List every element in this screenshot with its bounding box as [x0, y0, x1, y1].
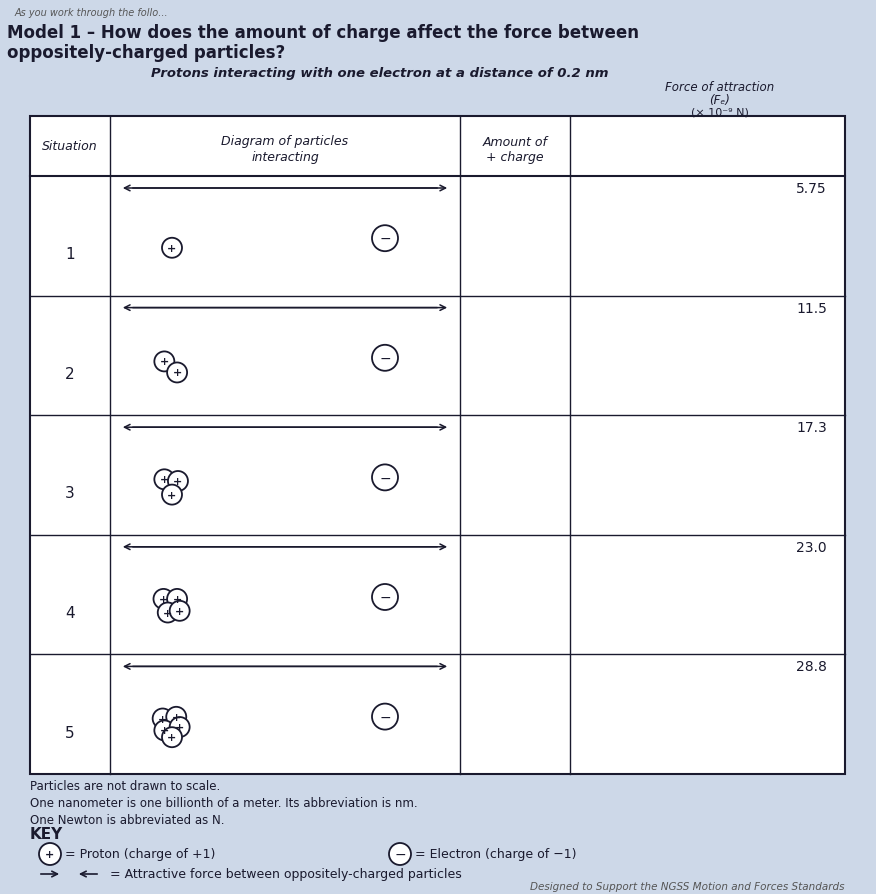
Text: Protons interacting with one electron at a distance of 0.2 nm: Protons interacting with one electron at…: [152, 66, 609, 80]
Circle shape: [158, 603, 178, 623]
Circle shape: [372, 704, 398, 730]
Text: 1: 1: [65, 247, 74, 262]
Circle shape: [372, 226, 398, 252]
Text: +: +: [175, 722, 184, 732]
Circle shape: [167, 363, 187, 383]
Text: +: +: [46, 849, 54, 859]
Text: Diagram of particles: Diagram of particles: [222, 135, 349, 148]
Text: 3: 3: [65, 486, 74, 501]
Text: +: +: [175, 606, 184, 616]
Text: +: +: [158, 713, 167, 724]
Circle shape: [153, 589, 173, 609]
Circle shape: [39, 843, 61, 865]
Text: +: +: [159, 595, 168, 604]
Text: 28.8: 28.8: [796, 660, 827, 674]
Circle shape: [162, 728, 182, 747]
Text: As you work through the follo...: As you work through the follo...: [15, 8, 168, 18]
Text: One nanometer is one billionth of a meter. Its abbreviation is nm.: One nanometer is one billionth of a mete…: [30, 797, 418, 810]
Text: +: +: [159, 357, 169, 367]
Circle shape: [154, 721, 174, 740]
Circle shape: [372, 585, 398, 611]
Circle shape: [168, 471, 188, 492]
Text: (× 10⁻⁹ N): (× 10⁻⁹ N): [691, 107, 749, 117]
Circle shape: [152, 709, 173, 729]
Circle shape: [372, 345, 398, 371]
Text: Particles are not drawn to scale.: Particles are not drawn to scale.: [30, 780, 220, 793]
Text: +: +: [159, 475, 169, 485]
Circle shape: [162, 485, 182, 505]
Circle shape: [154, 352, 174, 372]
Circle shape: [372, 465, 398, 491]
Text: KEY: KEY: [30, 827, 63, 841]
Circle shape: [167, 589, 187, 609]
Circle shape: [170, 601, 189, 621]
Text: 11.5: 11.5: [796, 301, 827, 316]
Text: −: −: [379, 471, 391, 485]
Text: (Fₑ): (Fₑ): [710, 93, 731, 106]
Text: 17.3: 17.3: [796, 421, 827, 434]
Text: 2: 2: [65, 367, 74, 382]
Text: +: +: [173, 368, 181, 378]
Circle shape: [389, 843, 411, 865]
Text: −: −: [379, 351, 391, 366]
Text: Amount of: Amount of: [483, 135, 548, 148]
Text: 5.75: 5.75: [796, 181, 827, 196]
Text: = Attractive force between oppositely-charged particles: = Attractive force between oppositely-ch…: [110, 867, 462, 881]
Text: +: +: [163, 608, 173, 618]
Text: One Newton is abbreviated as N.: One Newton is abbreviated as N.: [30, 814, 224, 827]
Text: interacting: interacting: [251, 150, 319, 164]
Text: Situation: Situation: [42, 140, 98, 154]
Text: +: +: [159, 726, 169, 736]
Text: +: +: [173, 477, 182, 486]
Text: oppositely-charged particles?: oppositely-charged particles?: [7, 44, 286, 62]
Text: + charge: + charge: [486, 150, 544, 164]
Text: +: +: [173, 595, 181, 604]
Text: 4: 4: [65, 605, 74, 620]
Text: Designed to Support the NGSS Motion and Forces Standards: Designed to Support the NGSS Motion and …: [531, 881, 845, 891]
Text: +: +: [167, 243, 177, 254]
Circle shape: [162, 239, 182, 258]
Text: = Electron (charge of −1): = Electron (charge of −1): [415, 848, 576, 861]
Text: 5: 5: [65, 725, 74, 740]
Circle shape: [166, 707, 187, 727]
Circle shape: [170, 717, 189, 738]
Text: +: +: [167, 732, 177, 742]
Text: −: −: [394, 847, 406, 861]
Text: −: −: [379, 710, 391, 724]
Text: Force of attraction: Force of attraction: [666, 80, 774, 93]
Circle shape: [154, 469, 174, 490]
Text: Model 1 – How does the amount of charge affect the force between: Model 1 – How does the amount of charge …: [7, 24, 639, 42]
Text: −: −: [379, 590, 391, 604]
Text: −: −: [379, 232, 391, 246]
Text: 23.0: 23.0: [796, 540, 827, 554]
Text: +: +: [167, 490, 177, 500]
Text: = Proton (charge of +1): = Proton (charge of +1): [65, 848, 215, 861]
Bar: [30, 117, 845, 774]
Text: +: +: [172, 712, 180, 722]
